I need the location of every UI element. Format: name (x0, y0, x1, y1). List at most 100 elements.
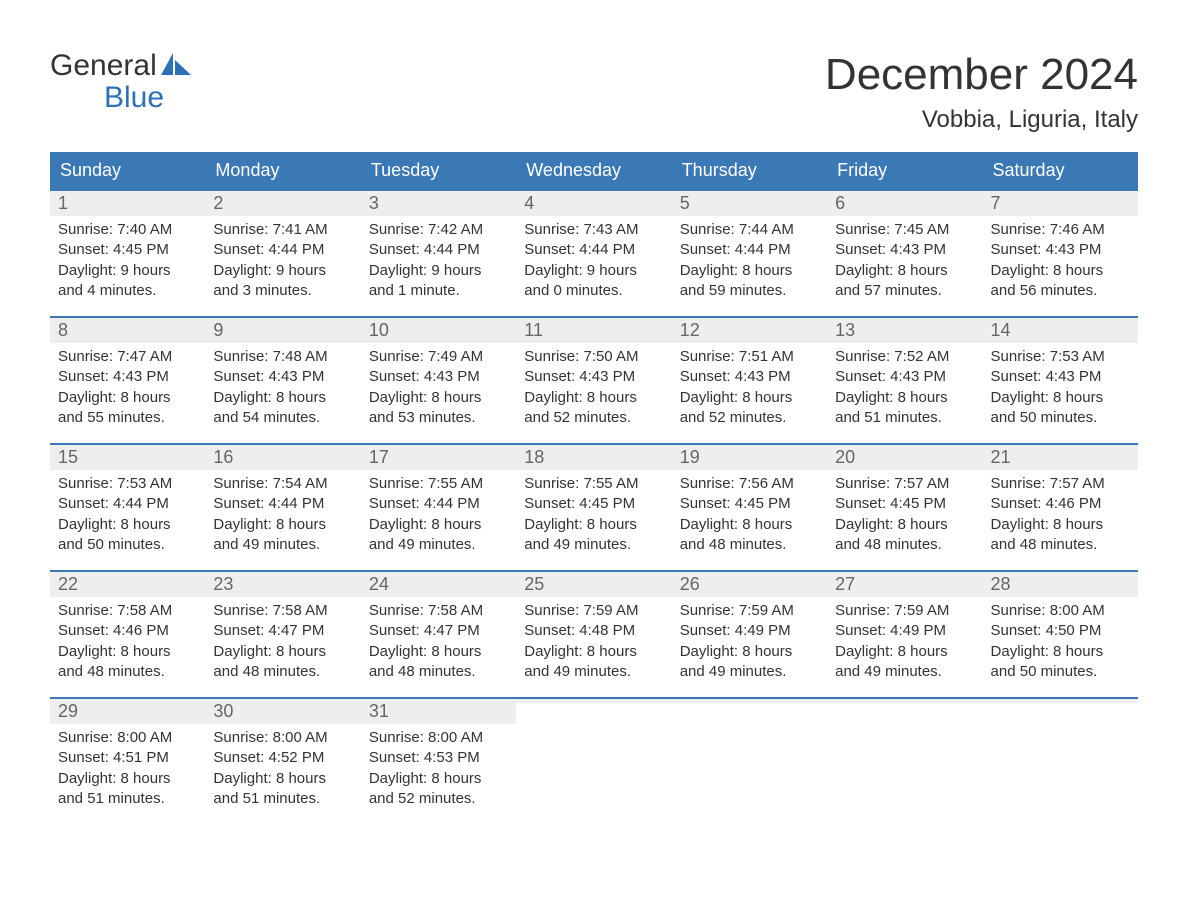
calendar-day: 4Sunrise: 7:43 AMSunset: 4:44 PMDaylight… (516, 191, 671, 306)
sunset-line: Sunset: 4:44 PM (680, 240, 819, 260)
day-details: Sunrise: 7:50 AMSunset: 4:43 PMDaylight:… (516, 343, 671, 432)
daylight-line-1: Daylight: 8 hours (835, 388, 974, 408)
sunset-line: Sunset: 4:45 PM (524, 494, 663, 514)
sunrise-line: Sunrise: 7:50 AM (524, 347, 663, 367)
sunrise-line: Sunrise: 7:43 AM (524, 220, 663, 240)
sunset-line: Sunset: 4:43 PM (524, 367, 663, 387)
daylight-line-2: and 52 minutes. (369, 789, 508, 809)
calendar-day: 6Sunrise: 7:45 AMSunset: 4:43 PMDaylight… (827, 191, 982, 306)
daylight-line-1: Daylight: 8 hours (524, 515, 663, 535)
day-details: Sunrise: 7:59 AMSunset: 4:48 PMDaylight:… (516, 597, 671, 686)
weeks-container: 1Sunrise: 7:40 AMSunset: 4:45 PMDaylight… (50, 189, 1138, 814)
daylight-line-1: Daylight: 8 hours (680, 261, 819, 281)
calendar-day: 22Sunrise: 7:58 AMSunset: 4:46 PMDayligh… (50, 572, 205, 687)
sunrise-line: Sunrise: 7:45 AM (835, 220, 974, 240)
daylight-line-1: Daylight: 8 hours (213, 769, 352, 789)
daylight-line-2: and 50 minutes. (58, 535, 197, 555)
daylight-line-1: Daylight: 8 hours (524, 642, 663, 662)
calendar-day (672, 699, 827, 814)
sunrise-line: Sunrise: 8:00 AM (213, 728, 352, 748)
location-subtitle: Vobbia, Liguria, Italy (825, 106, 1138, 134)
sunrise-line: Sunrise: 7:59 AM (524, 601, 663, 621)
sunset-line: Sunset: 4:43 PM (58, 367, 197, 387)
daylight-line-1: Daylight: 8 hours (680, 642, 819, 662)
day-number: 29 (50, 699, 205, 724)
day-number: 23 (205, 572, 360, 597)
sunrise-line: Sunrise: 7:58 AM (213, 601, 352, 621)
daylight-line-1: Daylight: 8 hours (213, 515, 352, 535)
day-details: Sunrise: 7:59 AMSunset: 4:49 PMDaylight:… (672, 597, 827, 686)
calendar-week: 1Sunrise: 7:40 AMSunset: 4:45 PMDaylight… (50, 189, 1138, 306)
calendar-day: 30 Sunrise: 8:00 AMSunset: 4:52 PMDayligh… (205, 699, 360, 814)
daylight-line-2: and 49 minutes. (213, 535, 352, 555)
day-details: Sunrise: 7:54 AMSunset: 4:44 PMDaylight:… (205, 470, 360, 559)
daylight-line-2: and 4 minutes. (58, 281, 197, 301)
sunset-line: Sunset: 4:43 PM (991, 367, 1130, 387)
daylight-line-1: Daylight: 8 hours (680, 515, 819, 535)
day-details: Sunrise: 7:41 AMSunset: 4:44 PMDaylight:… (205, 216, 360, 305)
sunset-line: Sunset: 4:46 PM (58, 621, 197, 641)
sunrise-line: Sunrise: 7:57 AM (991, 474, 1130, 494)
day-number (672, 699, 827, 703)
day-details: Sunrise: 8:00 AMSunset: 4:53 PMDaylight:… (361, 724, 516, 813)
sunset-line: Sunset: 4:49 PM (835, 621, 974, 641)
brand-word-1: General (50, 50, 157, 82)
day-number: 7 (983, 191, 1138, 216)
daylight-line-2: and 48 minutes. (58, 662, 197, 682)
sunrise-line: Sunrise: 8:00 AM (369, 728, 508, 748)
daylight-line-1: Daylight: 8 hours (835, 642, 974, 662)
day-details: Sunrise: 7:57 AMSunset: 4:46 PMDaylight:… (983, 470, 1138, 559)
day-number: 30 (205, 699, 360, 724)
sunrise-line: Sunrise: 7:44 AM (680, 220, 819, 240)
sunset-line: Sunset: 4:43 PM (835, 367, 974, 387)
day-details: Sunrise: 7:58 AMSunset: 4:46 PMDaylight:… (50, 597, 205, 686)
sunset-line: Sunset: 4:52 PM (213, 748, 352, 768)
sunset-line: Sunset: 4:50 PM (991, 621, 1130, 641)
calendar-day: 3Sunrise: 7:42 AMSunset: 4:44 PMDaylight… (361, 191, 516, 306)
day-details: Sunrise: 8:00 AMSunset: 4:50 PMDaylight:… (983, 597, 1138, 686)
sunrise-line: Sunrise: 7:47 AM (58, 347, 197, 367)
calendar-day: 2Sunrise: 7:41 AMSunset: 4:44 PMDaylight… (205, 191, 360, 306)
daylight-line-1: Daylight: 8 hours (991, 515, 1130, 535)
sunrise-line: Sunrise: 7:49 AM (369, 347, 508, 367)
daylight-line-1: Daylight: 8 hours (991, 388, 1130, 408)
calendar-day: 20Sunrise: 7:57 AMSunset: 4:45 PMDayligh… (827, 445, 982, 560)
day-number: 5 (672, 191, 827, 216)
daylight-line-1: Daylight: 8 hours (991, 642, 1130, 662)
day-number: 2 (205, 191, 360, 216)
weekday-header: Sunday (50, 152, 205, 189)
daylight-line-1: Daylight: 9 hours (213, 261, 352, 281)
calendar-week: 15Sunrise: 7:53 AMSunset: 4:44 PMDayligh… (50, 443, 1138, 560)
sunset-line: Sunset: 4:44 PM (58, 494, 197, 514)
day-details: Sunrise: 7:57 AMSunset: 4:45 PMDaylight:… (827, 470, 982, 559)
daylight-line-2: and 0 minutes. (524, 281, 663, 301)
calendar-day: 28Sunrise: 8:00 AMSunset: 4:50 PMDayligh… (983, 572, 1138, 687)
sunset-line: Sunset: 4:45 PM (680, 494, 819, 514)
sunset-line: Sunset: 4:47 PM (213, 621, 352, 641)
day-details: Sunrise: 7:40 AMSunset: 4:45 PMDaylight:… (50, 216, 205, 305)
brand-word-2: Blue (104, 82, 193, 114)
day-number: 11 (516, 318, 671, 343)
daylight-line-2: and 52 minutes. (680, 408, 819, 428)
daylight-line-2: and 3 minutes. (213, 281, 352, 301)
calendar-day: 21Sunrise: 7:57 AMSunset: 4:46 PMDayligh… (983, 445, 1138, 560)
calendar-day: 11Sunrise: 7:50 AMSunset: 4:43 PMDayligh… (516, 318, 671, 433)
daylight-line-1: Daylight: 8 hours (835, 261, 974, 281)
day-details: Sunrise: 7:53 AMSunset: 4:44 PMDaylight:… (50, 470, 205, 559)
sunset-line: Sunset: 4:44 PM (369, 240, 508, 260)
sunrise-line: Sunrise: 7:48 AM (213, 347, 352, 367)
sunrise-line: Sunrise: 7:53 AM (58, 474, 197, 494)
sunset-line: Sunset: 4:49 PM (680, 621, 819, 641)
brand-logo: General Blue (50, 50, 193, 113)
sunrise-line: Sunrise: 7:40 AM (58, 220, 197, 240)
day-details: Sunrise: 7:45 AMSunset: 4:43 PMDaylight:… (827, 216, 982, 305)
daylight-line-2: and 57 minutes. (835, 281, 974, 301)
day-details: Sunrise: 7:56 AMSunset: 4:45 PMDaylight:… (672, 470, 827, 559)
calendar-day: 1Sunrise: 7:40 AMSunset: 4:45 PMDaylight… (50, 191, 205, 306)
daylight-line-2: and 49 minutes. (835, 662, 974, 682)
calendar-day: 25Sunrise: 7:59 AMSunset: 4:48 PMDayligh… (516, 572, 671, 687)
sunrise-line: Sunrise: 7:46 AM (991, 220, 1130, 240)
sunset-line: Sunset: 4:47 PM (369, 621, 508, 641)
daylight-line-2: and 51 minutes. (58, 789, 197, 809)
sunset-line: Sunset: 4:44 PM (369, 494, 508, 514)
